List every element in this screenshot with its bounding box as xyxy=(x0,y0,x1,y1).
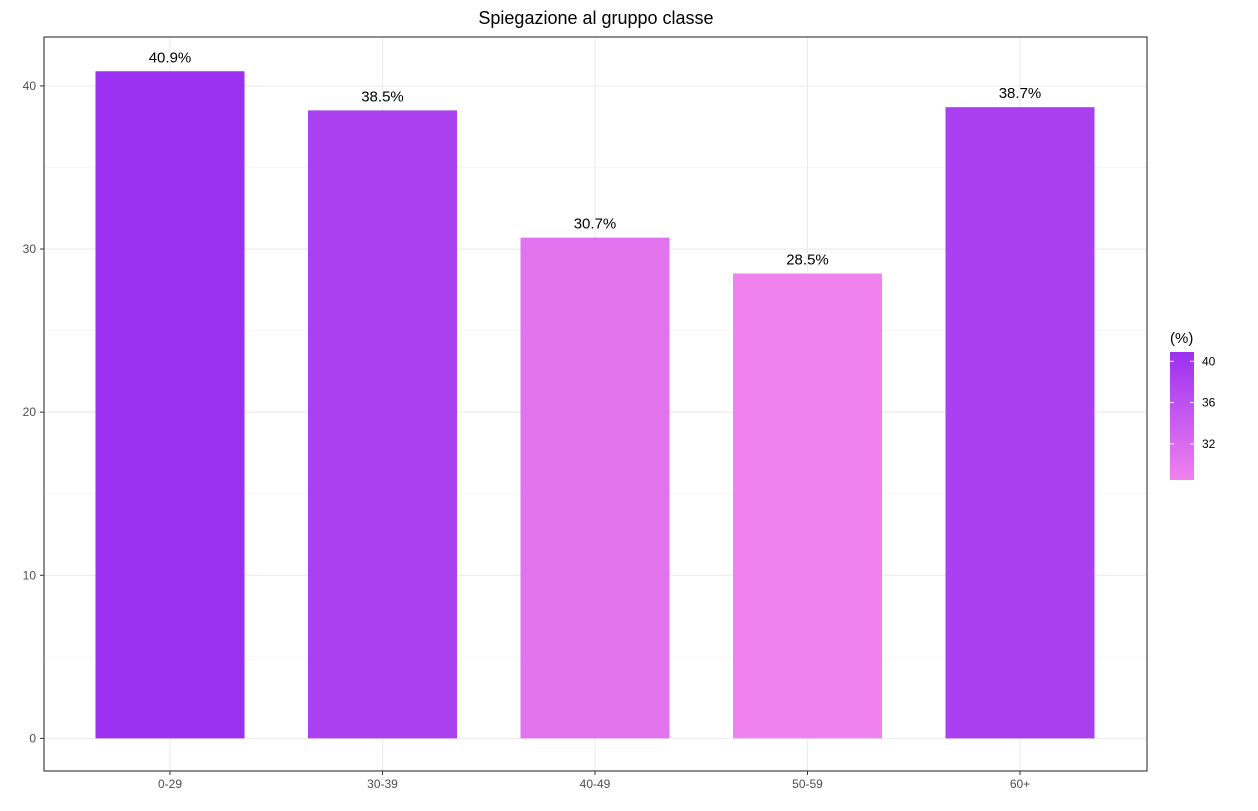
y-tick-label: 20 xyxy=(23,405,37,419)
legend-tick-label: 36 xyxy=(1202,396,1216,410)
y-tick-label: 40 xyxy=(23,79,37,93)
legend-tick-label: 40 xyxy=(1202,354,1216,368)
color-legend: (%) 40 36 32 xyxy=(1170,330,1216,480)
axes: 0 10 20 30 40 0-29 30-39 40-49 50-59 60+ xyxy=(23,79,1031,791)
x-tick-label: 40-49 xyxy=(580,777,611,791)
legend-title: (%) xyxy=(1170,330,1193,347)
legend-tick-label: 32 xyxy=(1202,437,1216,451)
data-label-60+: 38.7% xyxy=(999,85,1042,102)
x-tick-label: 0-29 xyxy=(158,777,182,791)
data-label-30-39: 38.5% xyxy=(361,88,404,105)
y-tick-label: 10 xyxy=(23,568,37,582)
x-tick-label: 30-39 xyxy=(367,777,398,791)
data-label-50-59: 28.5% xyxy=(786,252,829,269)
bars xyxy=(95,71,1095,739)
chart-title: Spiegazione al gruppo classe xyxy=(478,8,713,28)
bar-30-39 xyxy=(308,110,457,739)
data-label-0-29: 40.9% xyxy=(149,49,192,66)
data-label-40-49: 30.7% xyxy=(574,216,617,233)
bar-50-59 xyxy=(733,273,882,739)
y-tick-label: 30 xyxy=(23,242,37,256)
x-tick-label: 60+ xyxy=(1010,777,1030,791)
legend-colorbar xyxy=(1170,352,1194,480)
bar-60+ xyxy=(945,107,1095,739)
y-tick-label: 0 xyxy=(29,731,36,745)
bar-40-49 xyxy=(520,237,670,739)
bar-0-29 xyxy=(95,71,245,739)
x-tick-label: 50-59 xyxy=(792,777,823,791)
data-labels: 40.9% 38.5% 30.7% 28.5% 38.7% xyxy=(149,49,1042,268)
